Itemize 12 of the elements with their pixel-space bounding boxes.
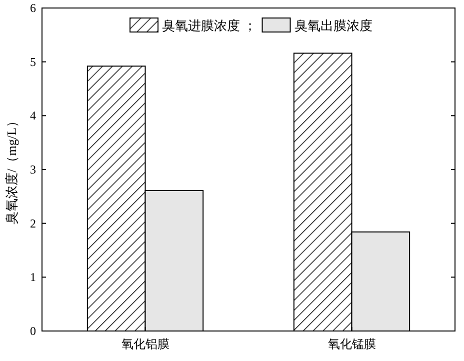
y-tick-label: 3 [30,162,36,176]
legend-label: 臭氧出膜浓度 [294,18,372,33]
y-tick-label: 5 [30,54,36,69]
y-tick-label: 2 [30,216,36,230]
y-tick-label: 4 [30,108,36,123]
y-tick-label: 6 [30,1,36,15]
y-tick-label: 0 [30,324,36,338]
y-tick-label: 1 [30,270,36,284]
y-axis-title: 臭氧浓度/（mg/L） [4,114,19,224]
legend-label: 臭氧进膜浓度 ； [162,18,256,33]
x-tick-label: 氧化铝膜 [121,337,170,351]
x-tick-label: 氧化锰膜 [328,337,376,351]
